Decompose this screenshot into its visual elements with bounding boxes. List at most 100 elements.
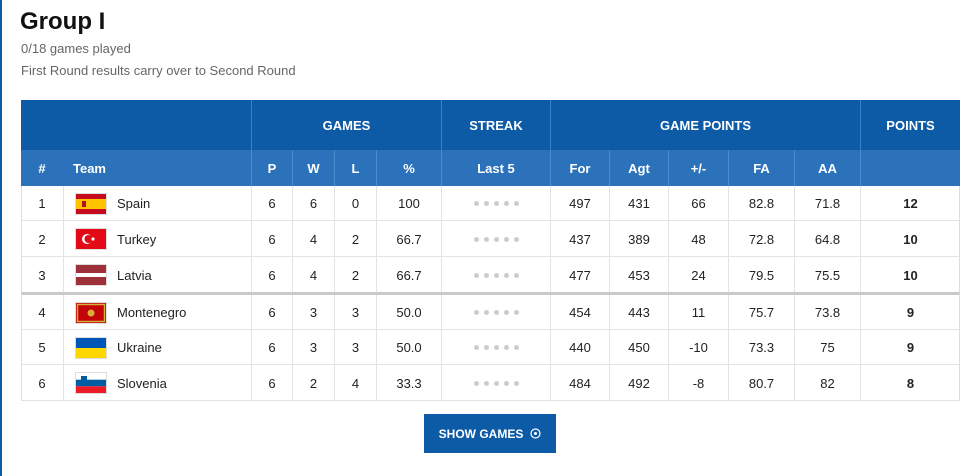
stat-cell: 2 bbox=[38, 231, 46, 247]
stat-cell: -10 bbox=[668, 330, 728, 365]
stat-cell: 4 bbox=[334, 365, 376, 401]
title: Group I bbox=[20, 8, 106, 35]
team-cell: Slovenia bbox=[63, 365, 251, 401]
group-header: POINTS bbox=[860, 100, 960, 150]
team-name: Latvia bbox=[117, 267, 152, 283]
streak-dot bbox=[483, 201, 489, 206]
points-cell: 10 bbox=[860, 221, 960, 257]
streak-dot bbox=[513, 201, 519, 206]
stat-cell: 75.7 bbox=[728, 295, 794, 330]
flag bbox=[75, 336, 107, 359]
points-cell: 12 bbox=[860, 186, 960, 221]
header-cell bbox=[21, 100, 251, 150]
flag bbox=[75, 192, 107, 215]
column-header: L bbox=[334, 150, 376, 186]
stat-cell: 6 bbox=[251, 186, 292, 221]
team-cell: Turkey bbox=[63, 221, 251, 257]
stat-cell: 79.5 bbox=[728, 257, 794, 293]
stat-cell: 2 bbox=[334, 221, 376, 257]
stat-cell: 82 bbox=[794, 365, 860, 401]
stat-cell: 6 bbox=[251, 257, 292, 293]
left-edge bbox=[0, 0, 2, 476]
team-name: Montenegro bbox=[117, 305, 187, 320]
column-header: +/- bbox=[668, 150, 728, 186]
stat-cell: 73.3 bbox=[728, 330, 794, 365]
streak-cell bbox=[441, 365, 550, 401]
column-header: AA bbox=[794, 150, 860, 186]
group-header: STREAK bbox=[441, 100, 550, 150]
stat-cell: 431 bbox=[609, 186, 668, 221]
column-header: Team bbox=[63, 150, 251, 186]
points-cell: 9 bbox=[860, 295, 960, 330]
stat-cell: 1 bbox=[38, 196, 46, 211]
stat-cell: 6 bbox=[251, 221, 292, 257]
stat-cell: 484 bbox=[550, 365, 609, 401]
stat-cell: 6 bbox=[292, 186, 334, 221]
stat-cell: 50.0 bbox=[376, 295, 441, 330]
streak-dot bbox=[513, 310, 519, 315]
team-name: Turkey bbox=[117, 231, 157, 247]
header-cell bbox=[860, 150, 960, 186]
stat-cell: 453 bbox=[609, 257, 668, 293]
streak-dot bbox=[503, 272, 509, 278]
column-header: % bbox=[376, 150, 441, 186]
stat-cell: 75.5 bbox=[794, 257, 860, 293]
column-header: FA bbox=[728, 150, 794, 186]
streak-dot bbox=[493, 236, 499, 242]
stat-cell: 48 bbox=[668, 221, 728, 257]
streak-dot bbox=[493, 380, 499, 386]
stat-cell: 64.8 bbox=[794, 221, 860, 257]
stat-cell: 3 bbox=[334, 330, 376, 365]
column-header: # bbox=[21, 150, 63, 186]
streak-dot bbox=[483, 310, 489, 315]
table-row bbox=[21, 330, 960, 365]
team-name: Ukraine bbox=[117, 340, 162, 355]
column-header: W bbox=[292, 150, 334, 186]
stat-cell: 4 bbox=[292, 257, 334, 293]
stat-cell: 3 bbox=[292, 330, 334, 365]
stat-cell: 3 bbox=[38, 267, 46, 283]
stat-cell: 80.7 bbox=[728, 365, 794, 401]
column-header: P bbox=[251, 150, 292, 186]
group-header: GAMES bbox=[251, 100, 441, 150]
streak-dot bbox=[493, 201, 499, 206]
streak-cell bbox=[441, 330, 550, 365]
stat-cell: 4 bbox=[292, 221, 334, 257]
table-row bbox=[21, 365, 960, 401]
flag bbox=[75, 301, 107, 324]
streak-dot bbox=[513, 236, 519, 242]
team-cell: Ukraine bbox=[63, 330, 251, 365]
stat-cell: 6 bbox=[251, 330, 292, 365]
streak-dot bbox=[483, 236, 489, 242]
stat-cell: 11 bbox=[668, 295, 728, 330]
stat-cell: 477 bbox=[550, 257, 609, 293]
stat-cell: 450 bbox=[609, 330, 668, 365]
stat-cell: 6 bbox=[251, 295, 292, 330]
stat-cell: 4 bbox=[38, 305, 46, 320]
streak-dot bbox=[503, 345, 509, 350]
streak-dot bbox=[493, 272, 499, 278]
stat-cell: 443 bbox=[609, 295, 668, 330]
table-row bbox=[21, 186, 960, 221]
stat-cell: 33.3 bbox=[376, 365, 441, 401]
group-header: GAME POINTS bbox=[550, 100, 860, 150]
stat-cell: 50.0 bbox=[376, 330, 441, 365]
show-games-button[interactable]: SHOW GAMES bbox=[424, 414, 556, 453]
stat-cell: 5 bbox=[38, 340, 46, 355]
stat-cell: 24 bbox=[668, 257, 728, 293]
streak-dot bbox=[473, 345, 479, 350]
stat-cell: 66 bbox=[668, 186, 728, 221]
team-cell: Montenegro bbox=[63, 295, 251, 330]
stat-cell: 71.8 bbox=[794, 186, 860, 221]
streak-dot bbox=[493, 310, 499, 315]
column-header: For bbox=[550, 150, 609, 186]
stat-cell: 440 bbox=[550, 330, 609, 365]
stat-cell: 0 bbox=[334, 186, 376, 221]
streak-dot bbox=[493, 345, 499, 350]
streak-dot bbox=[473, 272, 479, 278]
streak-dot bbox=[473, 380, 479, 386]
streak-cell bbox=[441, 257, 550, 293]
streak-dot bbox=[473, 201, 479, 206]
